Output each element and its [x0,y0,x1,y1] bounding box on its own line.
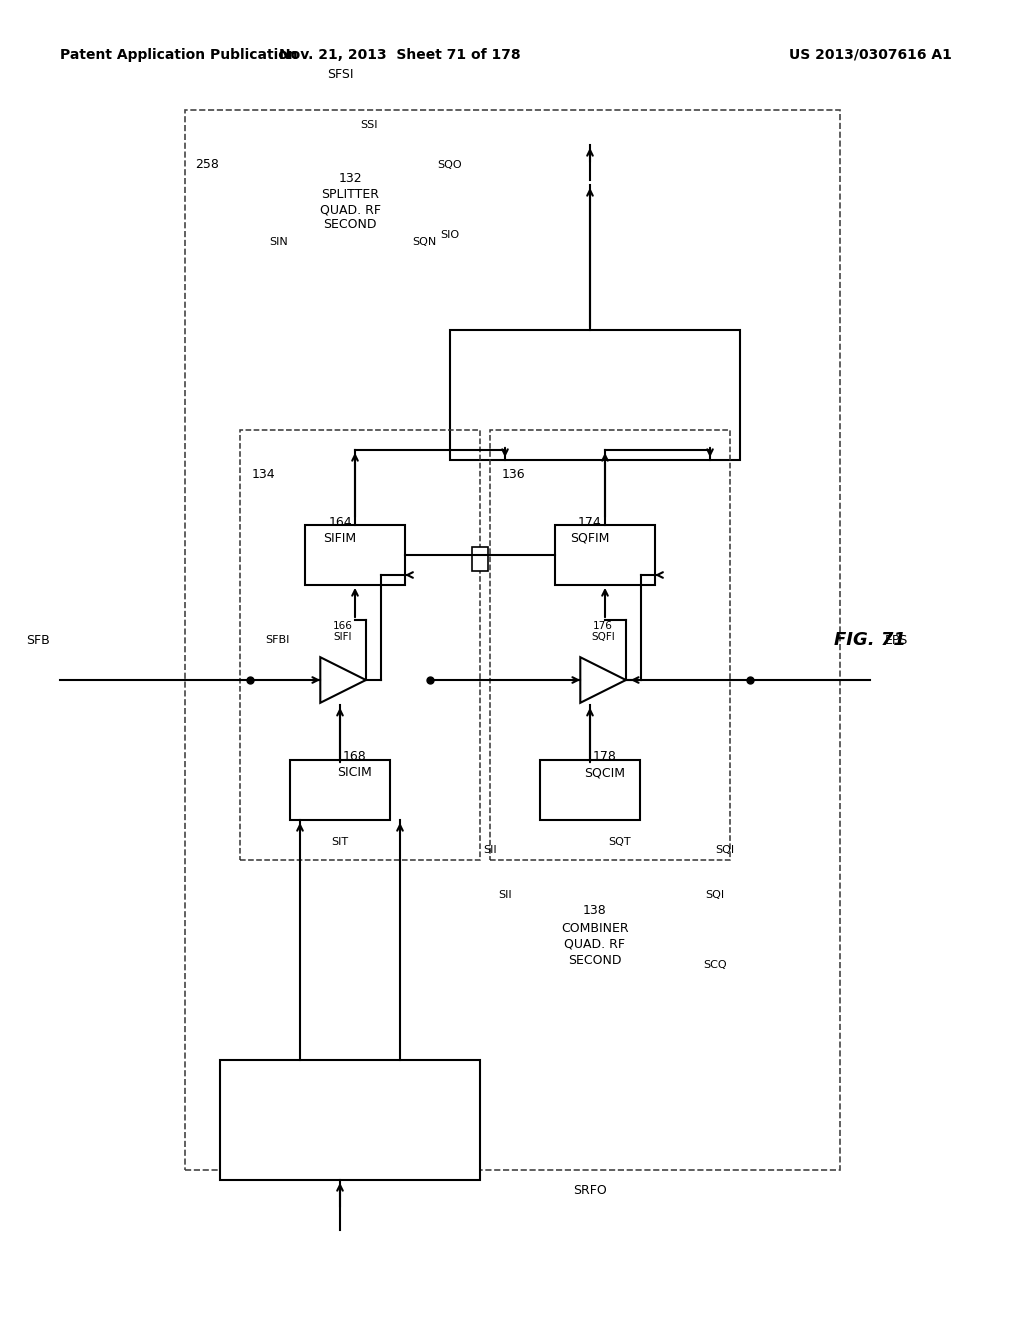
Text: US 2013/0307616 A1: US 2013/0307616 A1 [788,48,951,62]
Text: SIFIM: SIFIM [324,532,356,544]
Text: SIT: SIT [332,837,348,847]
Text: SCQ: SCQ [703,960,727,970]
Text: Patent Application Publication: Patent Application Publication [60,48,298,62]
Text: 176: 176 [593,620,613,631]
Text: SQI: SQI [706,890,725,900]
Text: SIFI: SIFI [334,632,352,642]
Text: SIO: SIO [440,230,460,240]
Text: 174: 174 [579,516,602,528]
Text: SECOND: SECOND [568,953,622,966]
Text: SQFIM: SQFIM [570,532,609,544]
Text: 138: 138 [583,903,607,916]
Text: SII: SII [483,845,497,855]
Text: EPS: EPS [885,634,908,647]
Text: SPLITTER: SPLITTER [321,189,379,202]
Text: 164: 164 [328,516,352,528]
Text: 166: 166 [333,620,353,631]
Text: SQO: SQO [437,160,462,170]
Text: 134: 134 [252,469,275,482]
Text: SIN: SIN [269,238,288,247]
Bar [555,525,655,585]
Bar [490,430,730,861]
Text: SII: SII [499,890,512,900]
Text: SICIM: SICIM [338,767,373,780]
Text: SQI: SQI [716,845,734,855]
Text: FIG. 71: FIG. 71 [835,631,906,649]
Text: QUAD. RF: QUAD. RF [319,203,381,216]
Text: COMBINER: COMBINER [561,921,629,935]
Polygon shape [581,657,626,702]
Bar [220,1060,480,1180]
Text: Nov. 21, 2013  Sheet 71 of 178: Nov. 21, 2013 Sheet 71 of 178 [280,48,521,62]
Text: QUAD. RF: QUAD. RF [564,937,626,950]
Text: 132: 132 [338,172,361,185]
Text: SFBI: SFBI [265,635,290,645]
Text: SQFI: SQFI [591,632,614,642]
Bar [290,760,390,820]
Text: SSI: SSI [360,120,378,129]
Bar [450,330,740,459]
Text: SRFO: SRFO [573,1184,607,1196]
Bar [472,546,488,572]
Text: 258: 258 [195,158,219,172]
Text: 168: 168 [343,751,367,763]
Text: SECOND: SECOND [324,219,377,231]
Text: SFB: SFB [27,634,50,647]
Text: 178: 178 [593,751,616,763]
Text: SQT: SQT [608,837,632,847]
Text: SQN: SQN [412,238,436,247]
Bar [240,430,480,861]
Text: 136: 136 [502,469,525,482]
Text: SFSI: SFSI [327,69,353,82]
Text: SQCIM: SQCIM [585,767,626,780]
Bar [185,110,840,1170]
Bar [305,525,406,585]
Polygon shape [321,657,366,702]
Bar [540,760,640,820]
